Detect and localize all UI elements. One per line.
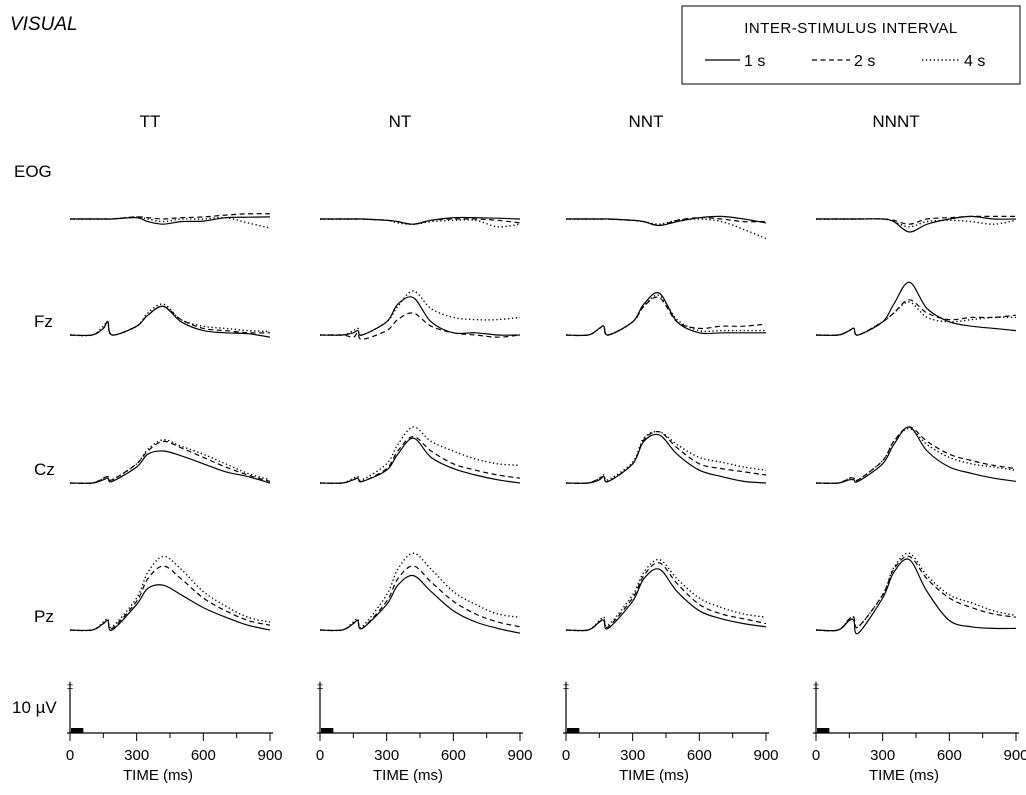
x-axis-title-nnt: TIME (ms) xyxy=(619,767,689,784)
trace-nt-cz-4-s xyxy=(319,426,521,485)
trace-tt-pz-4-s xyxy=(69,555,271,632)
trace-tt-fz-4-s xyxy=(69,303,271,337)
x-tick-label-nnnt-900: 900 xyxy=(1003,747,1026,764)
x-axis-title-nnnt: TIME (ms) xyxy=(869,767,939,784)
trace-tt-cz-2-s xyxy=(69,440,271,484)
channel-label-fz: Fz xyxy=(34,312,53,331)
x-tick-label-nnnt-0: 0 xyxy=(812,747,820,764)
x-tick-label-nt-0: 0 xyxy=(316,747,324,764)
stimulus-marker-nnnt xyxy=(817,728,830,733)
trace-tt-fz-2-s xyxy=(69,305,271,337)
trace-nt-fz-4-s xyxy=(319,290,521,337)
trace-nnnt-pz-1-s xyxy=(815,558,1017,635)
trace-nnt-cz-2-s xyxy=(565,430,767,484)
x-tick-label-tt-900: 900 xyxy=(257,747,282,764)
panel-nnnt: NNNT 0 300 600 900 TIME (ms) ± xyxy=(812,112,1026,784)
trace-nt-cz-2-s xyxy=(319,436,521,484)
x-tick-label-nnt-900: 900 xyxy=(753,747,778,764)
x-axis-title-tt: TIME (ms) xyxy=(123,767,193,784)
legend: INTER-STIMULUS INTERVAL 1 s 2 s 4 s xyxy=(681,5,1021,85)
trace-tt-eog-1-s xyxy=(69,216,271,225)
legend-label-1s: 1 s xyxy=(744,53,765,70)
trace-nnnt-eog-4-s xyxy=(815,218,1017,228)
trace-nnt-cz-1-s xyxy=(565,433,767,484)
trace-tt-pz-2-s xyxy=(69,565,271,632)
trace-nnnt-fz-1-s xyxy=(815,281,1017,336)
trace-nnnt-pz-4-s xyxy=(815,552,1017,632)
trace-nnt-fz-1-s xyxy=(565,292,766,337)
trace-tt-cz-1-s xyxy=(69,450,271,484)
scale-bar-polarity-tt: ± xyxy=(67,680,73,692)
panels: TT 0 300 600 900 TIME (ms) ± NT 0 300 600 900 TIME (… xyxy=(66,112,1026,784)
x-tick-label-nnnt-300: 300 xyxy=(870,747,895,764)
stimulus-marker-nnt xyxy=(567,728,580,733)
trace-nnnt-cz-2-s xyxy=(815,426,1017,484)
trace-tt-fz-1-s xyxy=(69,305,271,338)
x-tick-label-tt-300: 300 xyxy=(124,747,149,764)
trace-nnnt-fz-4-s xyxy=(815,301,1017,337)
trace-nnnt-eog-2-s xyxy=(815,215,1016,225)
legend-label-2s: 2 s xyxy=(854,53,875,70)
x-axis-title-nt: TIME (ms) xyxy=(373,767,443,784)
trace-nnnt-cz-4-s xyxy=(815,427,1017,485)
stimulus-marker-tt xyxy=(71,728,84,733)
trace-nt-fz-1-s xyxy=(319,296,521,336)
trace-nt-cz-1-s xyxy=(319,437,521,484)
scale-bar-label: 10 µV xyxy=(12,698,57,717)
trace-nt-eog-4-s xyxy=(319,218,521,228)
trace-nnnt-cz-1-s xyxy=(815,426,1017,484)
panel-title-nnt: NNT xyxy=(629,112,664,131)
x-tick-label-nnt-0: 0 xyxy=(562,747,570,764)
channel-labels: EOG Fz Cz Pz 10 µV xyxy=(12,162,57,717)
figure-title: VISUAL xyxy=(10,14,78,35)
trace-nnnt-fz-2-s xyxy=(815,299,1017,336)
channel-label-eog: EOG xyxy=(14,162,52,181)
trace-nnt-cz-4-s xyxy=(565,430,767,485)
scale-bar-polarity-nt: ± xyxy=(317,680,323,692)
panel-nnt: NNT 0 300 600 900 TIME (ms) ± xyxy=(562,112,779,784)
x-tick-label-nnt-300: 300 xyxy=(620,747,645,764)
x-tick-label-tt-600: 600 xyxy=(191,747,216,764)
x-tick-label-nt-600: 600 xyxy=(441,747,466,764)
panel-title-nnnt: NNNT xyxy=(872,112,919,131)
legend-box xyxy=(681,5,1021,85)
trace-nt-eog-2-s xyxy=(319,218,521,225)
panel-title-tt: TT xyxy=(140,112,161,131)
panel-title-nt: NT xyxy=(389,112,412,131)
trace-nnt-pz-1-s xyxy=(565,568,767,632)
x-tick-label-nnt-600: 600 xyxy=(687,747,712,764)
trace-tt-eog-2-s xyxy=(69,213,271,220)
trace-nnt-eog-4-s xyxy=(565,218,767,240)
trace-tt-eog-4-s xyxy=(69,216,271,229)
scale-bar-polarity-nnnt: ± xyxy=(813,680,819,692)
trace-nnt-fz-4-s xyxy=(565,294,766,337)
trace-tt-pz-1-s xyxy=(69,584,271,632)
legend-title: INTER-STIMULUS INTERVAL xyxy=(744,20,957,37)
trace-nt-pz-2-s xyxy=(319,565,521,632)
legend-label-4s: 4 s xyxy=(964,53,985,70)
panel-tt: TT 0 300 600 900 TIME (ms) ± xyxy=(66,112,283,784)
panel-nt: NT 0 300 600 900 TIME (ms) ± xyxy=(316,112,533,784)
x-tick-label-nt-900: 900 xyxy=(507,747,532,764)
trace-tt-cz-4-s xyxy=(69,439,271,485)
trace-nnnt-pz-2-s xyxy=(815,555,1017,632)
scale-bar-polarity-nnt: ± xyxy=(563,680,569,692)
trace-nt-pz-4-s xyxy=(319,552,521,632)
trace-nnt-pz-4-s xyxy=(565,558,767,632)
x-tick-label-nt-300: 300 xyxy=(374,747,399,764)
trace-nnt-pz-2-s xyxy=(565,562,767,632)
x-tick-label-tt-0: 0 xyxy=(66,747,74,764)
channel-label-cz: Cz xyxy=(34,460,55,479)
stimulus-marker-nt xyxy=(321,728,334,733)
trace-nt-fz-2-s xyxy=(319,312,521,340)
trace-nnt-eog-2-s xyxy=(565,217,767,227)
x-tick-label-nnnt-600: 600 xyxy=(937,747,962,764)
channel-label-pz: Pz xyxy=(34,607,54,626)
